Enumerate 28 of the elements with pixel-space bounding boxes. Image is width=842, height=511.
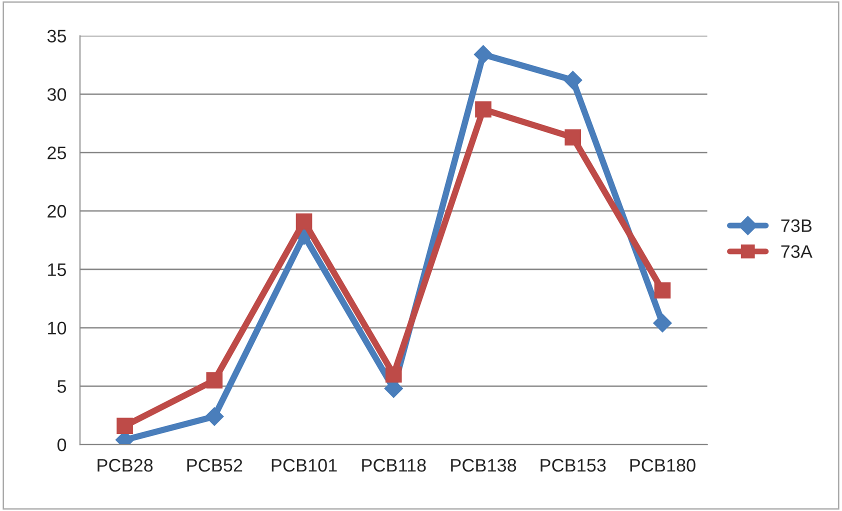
point <box>206 372 223 388</box>
y-tick-label: 0 <box>57 438 66 452</box>
y-tick-label: 15 <box>48 263 66 276</box>
point <box>205 407 224 426</box>
x-tick-label: PCB153 <box>540 458 606 472</box>
legend-label: 73A <box>781 245 812 258</box>
x-tick-label: PCB28 <box>98 458 153 472</box>
point <box>296 213 312 230</box>
y-tick-label: 5 <box>57 380 66 393</box>
y-tick-label: 20 <box>48 204 66 218</box>
y-tick-label: 25 <box>48 146 66 160</box>
legend-label: 73B <box>781 219 812 232</box>
x-tick-label: PCB180 <box>630 458 696 472</box>
point <box>116 418 133 434</box>
point <box>653 314 672 332</box>
y-tick-label: 10 <box>48 322 66 334</box>
x-tick-label: PCB138 <box>451 458 516 472</box>
x-tick-label: PCB52 <box>187 458 242 472</box>
point <box>474 45 493 64</box>
point <box>564 129 582 146</box>
point <box>475 101 492 118</box>
x-tick-label: PCB101 <box>272 458 337 472</box>
point <box>564 70 582 90</box>
y-tick-label: 30 <box>47 88 66 101</box>
y-tick-label: 35 <box>47 30 66 42</box>
point <box>654 282 671 299</box>
x-tick-label: PCB118 <box>362 458 426 472</box>
point <box>385 366 402 383</box>
